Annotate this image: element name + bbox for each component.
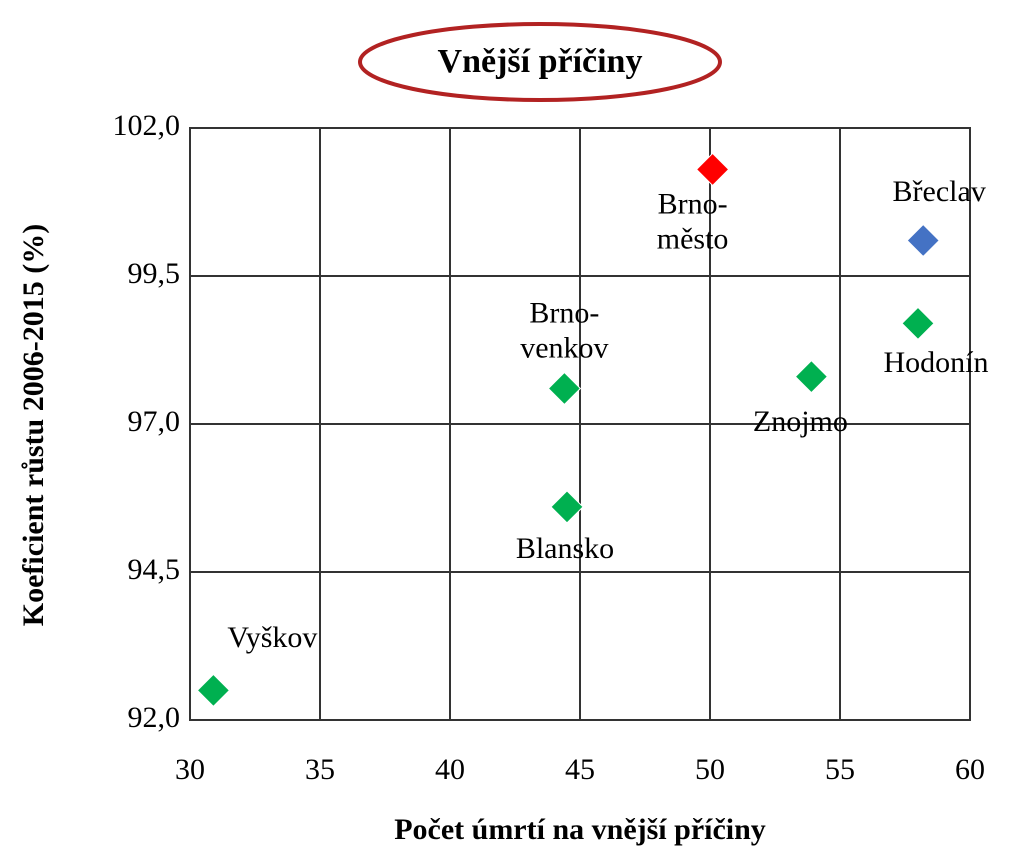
chart-title: Vnější příčiny: [438, 43, 643, 80]
y-tick-label: 92,0: [128, 701, 181, 734]
y-axis-label: Koeficient růstu 2006-2015 (%): [17, 224, 50, 626]
point-label: Blansko: [515, 531, 615, 565]
point: [906, 223, 940, 258]
x-tick-label: 40: [435, 753, 465, 786]
x-tick-label: 50: [695, 753, 725, 786]
y-tick-label: 94,5: [128, 553, 181, 586]
point: [901, 306, 935, 341]
x-tick-label: 45: [565, 753, 595, 786]
plot-border: [189, 127, 971, 721]
y-tick-label: 102,0: [113, 109, 181, 142]
x-tick-label: 55: [825, 753, 855, 786]
x-axis-label: Počet úmrtí na vnější příčiny: [394, 813, 766, 846]
x-tick-label: 30: [175, 753, 205, 786]
point: [794, 359, 829, 394]
x-tick-label: 60: [955, 753, 985, 786]
point-label: Znojmo: [752, 404, 848, 438]
point: [550, 490, 584, 524]
x-tick-label: 35: [305, 753, 335, 786]
point: [196, 673, 231, 708]
y-tick-label: 99,5: [128, 257, 181, 290]
point-label: Vyškov: [227, 621, 318, 655]
point-label: Břeclav: [892, 175, 986, 209]
y-tick-label: 97,0: [128, 405, 181, 438]
point: [695, 152, 730, 187]
point-label: Hodonín: [883, 346, 989, 380]
point-label: Brno-venkov: [520, 296, 609, 365]
point: [547, 371, 582, 406]
point-label: Brno-město: [656, 187, 729, 256]
title-ellipse: [358, 22, 722, 102]
